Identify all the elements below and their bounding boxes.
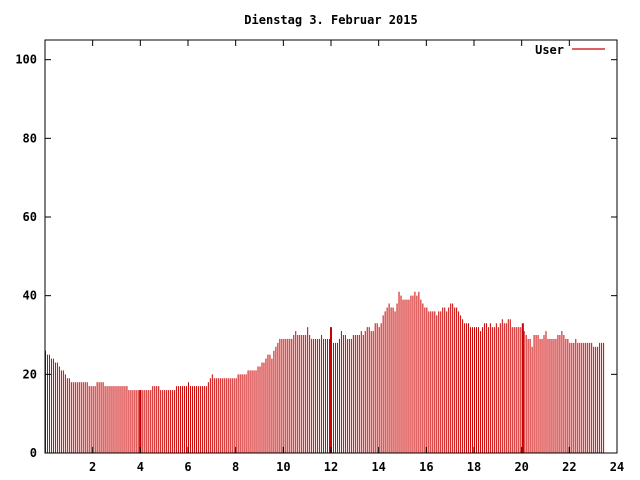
peak-markers-layer: [139, 323, 524, 453]
y-tick-label: 100: [15, 53, 37, 67]
plot-frame: [44, 39, 618, 454]
chart-title: Dienstag 3. Februar 2015: [244, 13, 417, 27]
y-tick-label: 80: [23, 131, 37, 145]
y-tick-label: 20: [23, 367, 37, 381]
y-tick-label: 40: [23, 289, 37, 303]
x-tick-label: 2: [89, 460, 96, 474]
x-tick-label: 12: [324, 460, 338, 474]
bars-layer: [45, 291, 605, 453]
legend: User: [535, 43, 605, 57]
x-tick-label: 24: [610, 460, 624, 474]
x-tick-label: 8: [232, 460, 239, 474]
x-tick-label: 20: [514, 460, 528, 474]
x-tick-label: 4: [137, 460, 144, 474]
x-tick-label: 10: [276, 460, 290, 474]
legend-label: User: [535, 43, 564, 57]
x-tick-label: 22: [562, 460, 576, 474]
x-tick-label: 16: [419, 460, 433, 474]
y-tick-label: 60: [23, 210, 37, 224]
x-tick-label: 18: [467, 460, 481, 474]
x-tick-label: 6: [184, 460, 191, 474]
x-tick-label: 14: [371, 460, 385, 474]
y-tick-label: 0: [30, 446, 37, 460]
